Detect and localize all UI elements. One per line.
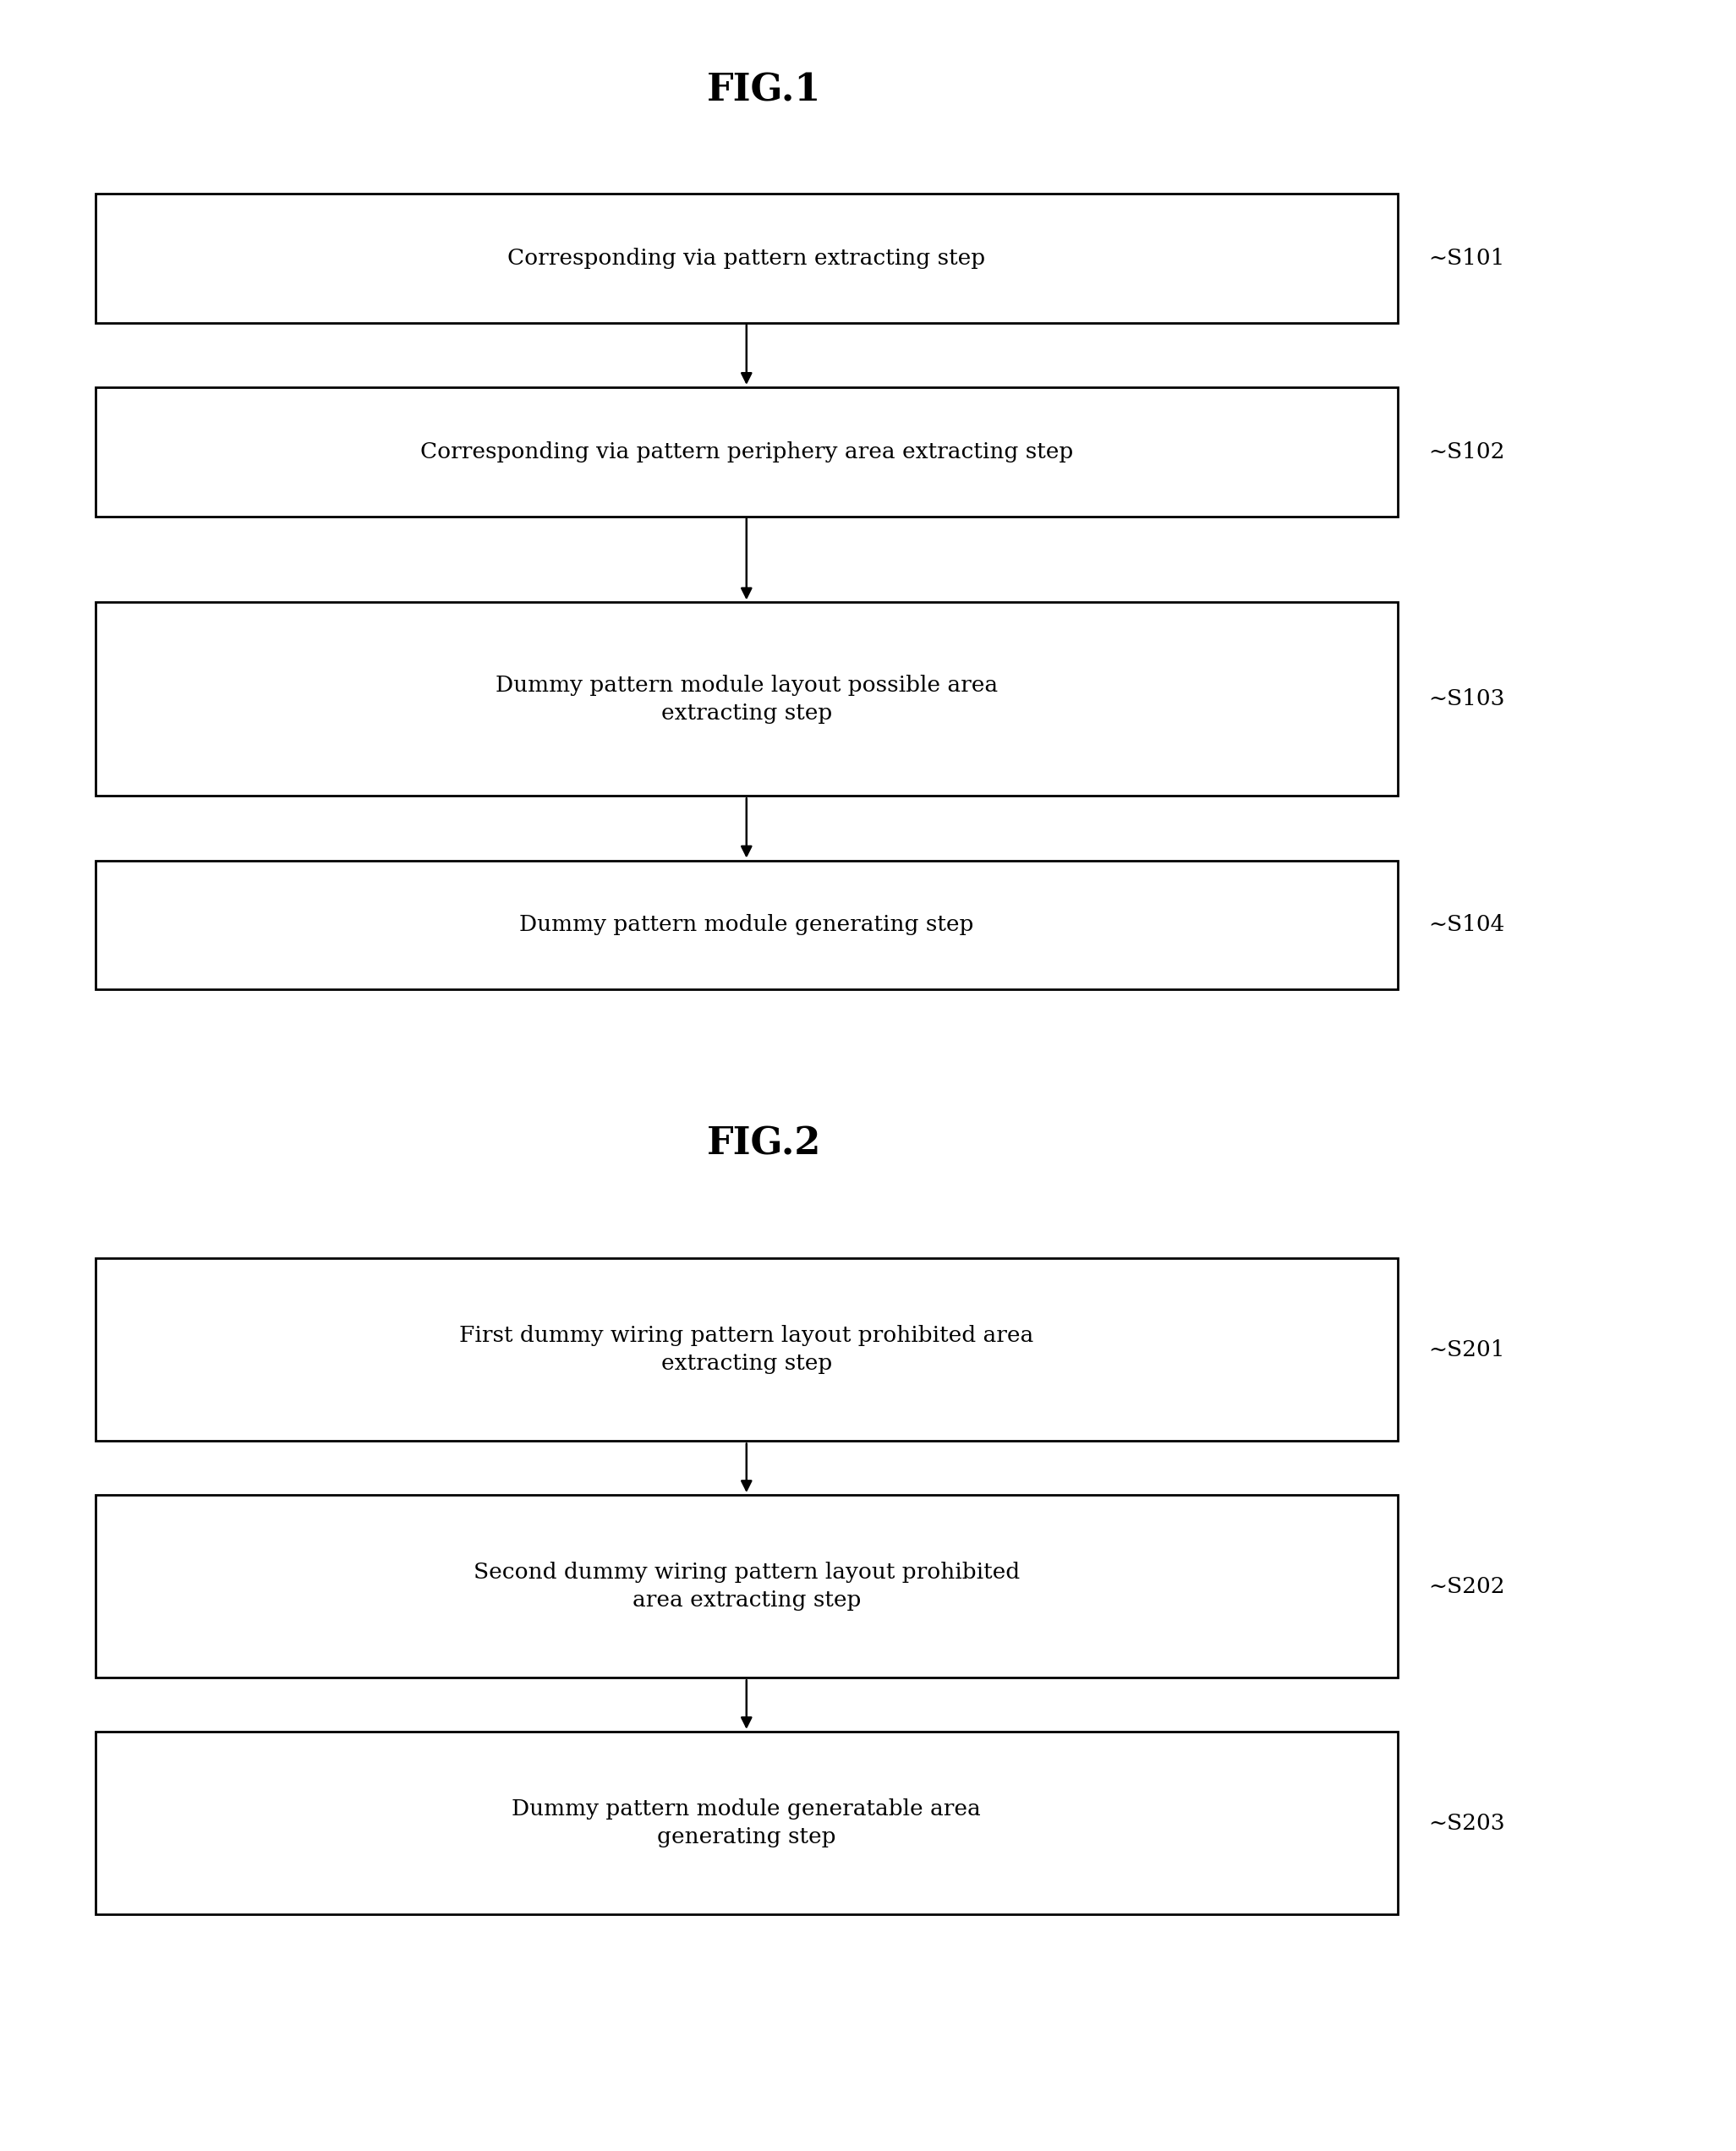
Text: Corresponding via pattern extracting step: Corresponding via pattern extracting ste…	[507, 247, 986, 269]
Text: FIG.1: FIG.1	[707, 73, 821, 108]
Text: Dummy pattern module layout possible area
extracting step: Dummy pattern module layout possible are…	[495, 675, 998, 723]
Bar	[95, 387, 1397, 516]
Text: First dummy wiring pattern layout prohibited area
extracting step: First dummy wiring pattern layout prohib…	[460, 1325, 1033, 1374]
Text: ~S203: ~S203	[1429, 1813, 1505, 1833]
Bar	[95, 1495, 1397, 1678]
Text: Dummy pattern module generatable area
generating step: Dummy pattern module generatable area ge…	[512, 1798, 981, 1848]
Bar	[95, 1732, 1397, 1914]
Bar	[95, 1258, 1397, 1441]
Text: ~S104: ~S104	[1429, 914, 1505, 936]
Text: FIG.2: FIG.2	[707, 1127, 821, 1162]
Text: ~S201: ~S201	[1429, 1340, 1505, 1359]
Text: ~S202: ~S202	[1429, 1577, 1505, 1596]
Text: Second dummy wiring pattern layout prohibited
area extracting step: Second dummy wiring pattern layout prohi…	[474, 1562, 1019, 1611]
Text: ~S103: ~S103	[1429, 688, 1505, 710]
Bar	[95, 602, 1397, 796]
Text: ~S101: ~S101	[1429, 247, 1505, 269]
Text: ~S102: ~S102	[1429, 441, 1505, 462]
Text: Dummy pattern module generating step: Dummy pattern module generating step	[519, 914, 974, 936]
Bar	[95, 860, 1397, 989]
Bar	[95, 194, 1397, 323]
Text: Corresponding via pattern periphery area extracting step: Corresponding via pattern periphery area…	[420, 441, 1073, 462]
